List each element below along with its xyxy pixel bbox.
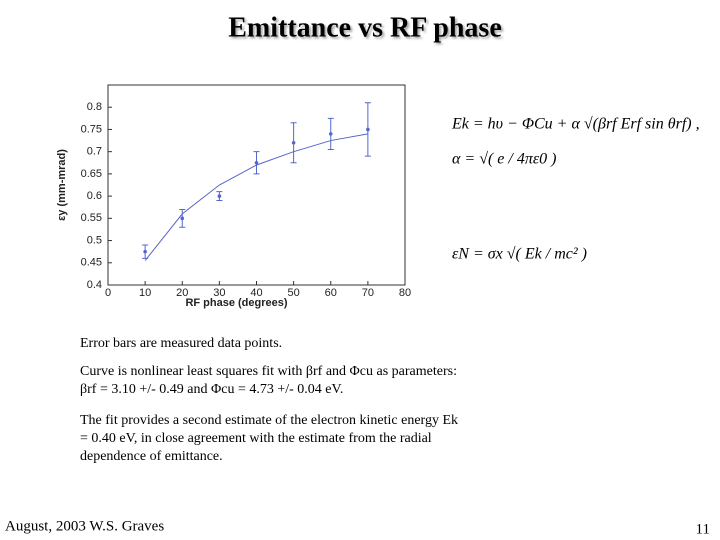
- plot-frame: [107, 84, 406, 286]
- y-tick-label: 0.55: [81, 212, 102, 224]
- x-tick-label: 30: [213, 287, 225, 299]
- equation: Ek = hυ − ΦCu + α √(βrf Erf sin θrf) ,: [451, 116, 700, 133]
- x-tick-label: 20: [176, 287, 188, 299]
- y-tick-label: 0.45: [81, 257, 102, 269]
- x-tick-label: 60: [325, 287, 337, 299]
- data-point: [291, 140, 296, 145]
- data-point: [180, 216, 185, 221]
- x-tick-label: 0: [105, 287, 111, 299]
- x-tick-label: 70: [362, 287, 374, 299]
- paragraph: The fit provides a second estimate of th…: [80, 413, 458, 464]
- y-tick-label: 0.75: [81, 123, 102, 135]
- paragraph: Curve is nonlinear least squares fit wit…: [80, 364, 457, 397]
- x-axis-label: RF phase (degrees): [185, 297, 287, 309]
- footer: August, 2003 W.S. Graves: [5, 518, 164, 534]
- page-number: 11: [696, 521, 710, 537]
- y-tick-label: 0.4: [87, 279, 102, 291]
- paragraph: Error bars are measured data points.: [80, 336, 283, 351]
- equation: εN = σx √( Ek / mc² ): [452, 246, 587, 263]
- y-tick-label: 0.5: [87, 234, 102, 246]
- equation: α = √( e / 4πε0 ): [452, 151, 557, 168]
- data-point: [254, 160, 259, 165]
- title: Emittance vs RF phase: [228, 12, 502, 43]
- y-tick-label: 0.8: [87, 101, 102, 113]
- y-tick-label: 0.65: [81, 168, 102, 180]
- x-tick-label: 40: [250, 287, 262, 299]
- y-tick-label: 0.7: [87, 146, 102, 158]
- y-axis-label: εy (mm-mrad): [56, 149, 68, 221]
- data-point: [217, 194, 222, 198]
- data-point: [366, 127, 370, 132]
- data-point: [328, 132, 333, 136]
- x-tick-label: 50: [288, 287, 300, 299]
- data-point: [143, 249, 147, 254]
- y-tick-label: 0.6: [87, 190, 102, 202]
- x-tick-label: 80: [399, 287, 411, 299]
- x-tick-label: 10: [139, 287, 151, 299]
